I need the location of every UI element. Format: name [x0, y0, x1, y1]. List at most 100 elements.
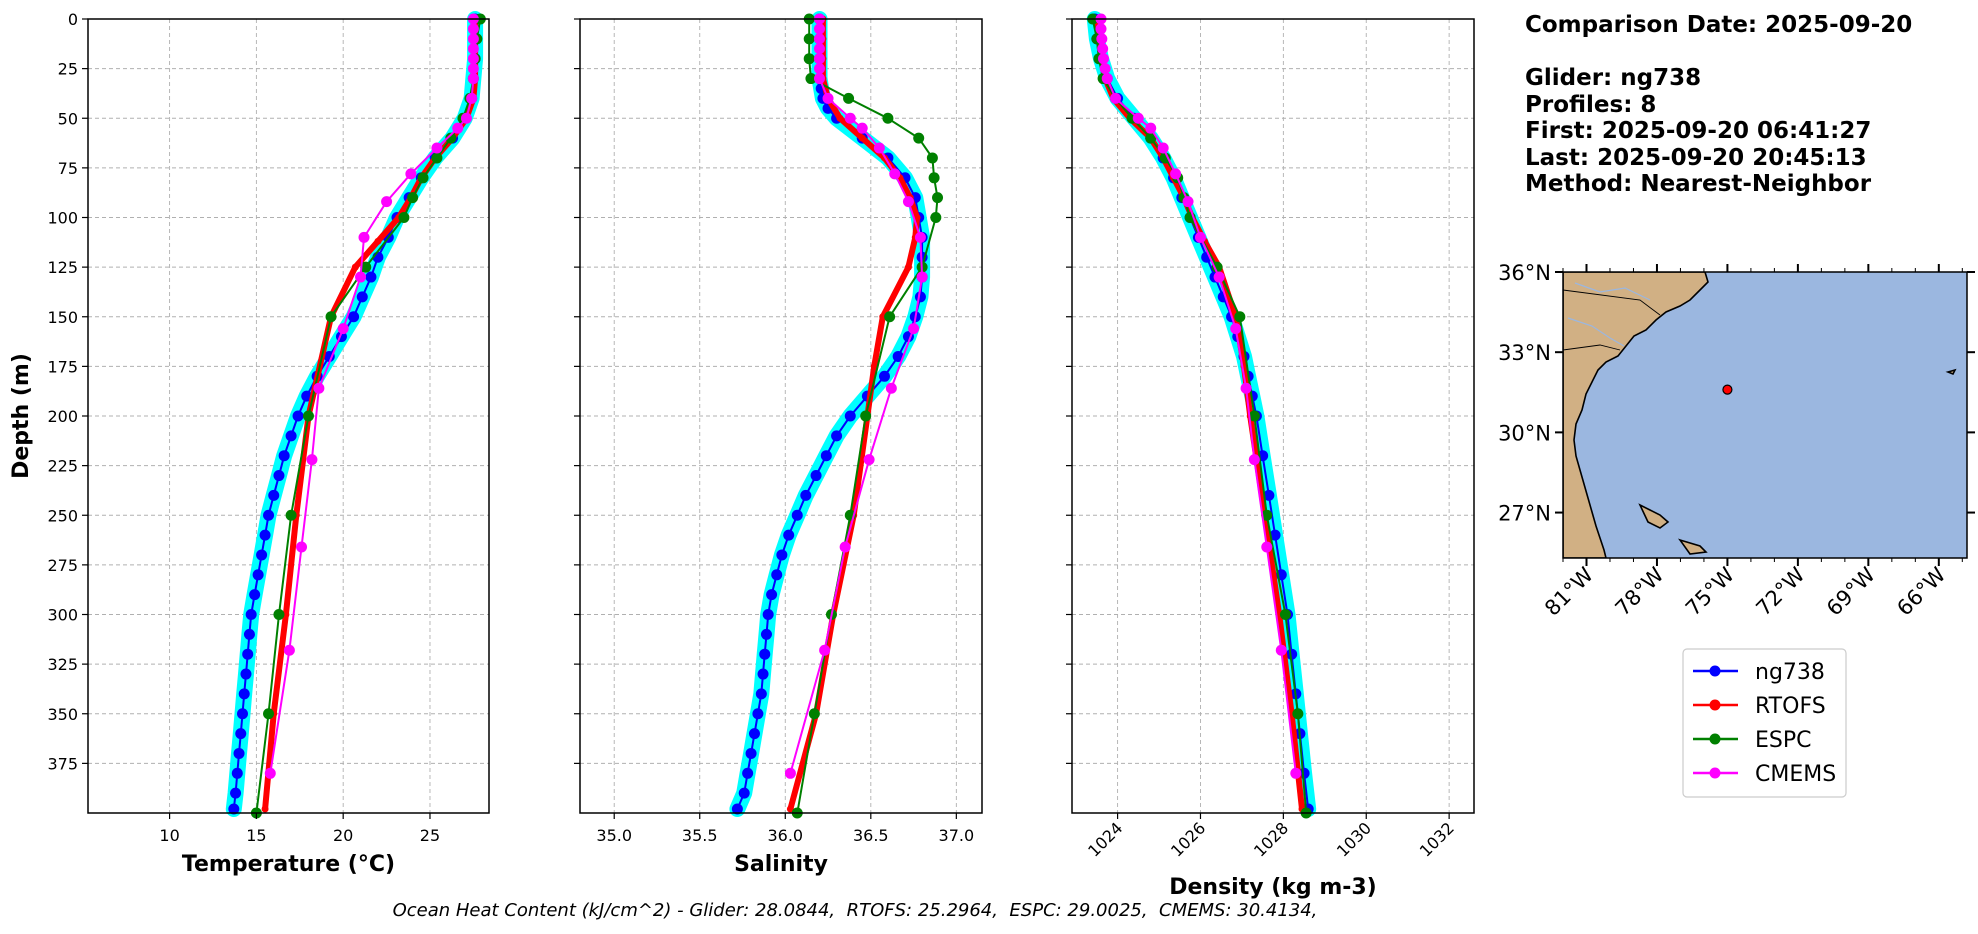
map-river-1: [1574, 282, 1651, 301]
temperature-espc-point: [325, 311, 337, 323]
density-espc-point: [1234, 311, 1246, 323]
salinity-cmems-point: [822, 92, 834, 104]
salinity-cmems-point: [856, 122, 868, 134]
density-espc-point: [1248, 410, 1260, 422]
map-island-1: [1638, 503, 1670, 529]
first-profile-time: First: 2025-09-20 06:41:27: [1525, 118, 1872, 144]
density-espc-point: [1145, 132, 1157, 144]
salinity-ng738-point: [759, 648, 771, 660]
temperature-axis-label: Temperature (°C): [182, 852, 395, 877]
map-river-2: [1567, 317, 1625, 347]
depth-tick-label: 275: [47, 556, 78, 575]
last-profile-time: Last: 2025-09-20 20:45:13: [1525, 144, 1867, 171]
salinity-rtofs-point: [858, 134, 866, 142]
density-cmems-point: [1194, 231, 1206, 243]
salinity-cmems-point: [902, 196, 914, 208]
density-xtick-label: 1030: [1333, 818, 1375, 860]
temperature-ng738-point: [243, 628, 255, 640]
salinity-ng738-point: [776, 549, 788, 561]
density-espc-point: [1279, 609, 1291, 620]
density-ng738-point: [1269, 529, 1281, 541]
density-espc-point: [1261, 509, 1273, 521]
depth-tick-label: 100: [47, 209, 78, 228]
density-espc-point: [1211, 261, 1223, 273]
depth-tick-label: 250: [47, 506, 78, 525]
salinity-cmems-point: [914, 231, 926, 243]
salinity-series: [729, 11, 944, 819]
temperature-ng738-point: [249, 589, 261, 601]
density-ng738-point: [1286, 648, 1298, 660]
salinity-espc-point: [884, 311, 896, 323]
salinity-ng738-point: [742, 767, 754, 779]
temperature-cmems-point: [405, 168, 417, 180]
density-cmems-point: [1110, 92, 1122, 104]
salinity-espc-point: [803, 33, 815, 45]
legend-label-rtofs: RTOFS: [1755, 694, 1826, 719]
salinity-xtick-label: 37.0: [939, 826, 975, 845]
salinity-xtick-label: 36.5: [853, 826, 889, 845]
temperature-espc-point: [398, 212, 410, 223]
salinity-ng738-point: [757, 668, 769, 680]
temperature-rtofs-point: [374, 237, 382, 245]
depth-tick-label: 175: [47, 357, 78, 376]
salinity-cmems-point: [873, 142, 885, 154]
map-land: [1563, 272, 1709, 558]
temperature-espc-point: [407, 192, 419, 204]
density-xtick-label: 1028: [1250, 818, 1292, 860]
temperature-ng738-point: [231, 767, 243, 779]
density-rtofs-line: [1093, 18, 1305, 810]
legend-marker-espc: [1709, 733, 1721, 745]
salinity-espc-point: [928, 172, 940, 184]
density-xtick-label: 1026: [1167, 818, 1209, 860]
salinity-espc-point: [803, 53, 815, 65]
salinity-ng738-point: [771, 569, 783, 581]
density-cmems-point: [1290, 767, 1302, 779]
salinity-cmems-point: [813, 43, 825, 55]
temperature-series: [225, 11, 486, 819]
density-cmems-point: [1099, 63, 1111, 75]
salinity-cmems-point: [889, 168, 901, 180]
depth-tick-label: 0: [68, 10, 78, 29]
density-ng738-point: [1263, 489, 1275, 501]
density-ng738-profile-spread: [1086, 11, 1317, 817]
temperature-ng738-point: [259, 529, 271, 541]
temperature-cmems-point: [283, 644, 295, 656]
temperature-axes-frame: [87, 18, 490, 814]
temperature-rtofs-point: [351, 263, 359, 271]
temperature-cmems-point: [306, 454, 318, 466]
depth-axis-label: Depth (m): [9, 353, 34, 479]
salinity-ng738-point: [791, 509, 803, 521]
density-cmems-point: [1230, 323, 1242, 335]
salinity-rtofs-point: [836, 114, 844, 122]
salinity-espc-point: [882, 112, 894, 124]
temperature-cmems-point: [264, 767, 276, 779]
map-lon-label: 66°W: [1892, 562, 1950, 620]
salinity-ng738-point: [748, 728, 760, 740]
temperature-espc-point: [360, 261, 372, 273]
salinity-espc-point: [930, 212, 942, 223]
salinity-cmems-point: [784, 767, 796, 779]
salinity-ng738-point: [810, 470, 822, 482]
temperature-ng738-point: [235, 728, 247, 740]
salinity-cmems-point: [885, 382, 897, 394]
map-lon-label: 78°W: [1611, 562, 1669, 620]
map-lon-label: 81°W: [1540, 562, 1598, 620]
temperature-cmems-point: [467, 23, 479, 35]
map-lon-label: 69°W: [1822, 562, 1880, 620]
density-xtick-label: 1024: [1084, 818, 1126, 860]
salinity-rtofs-point: [870, 362, 878, 370]
temperature-ng738-point: [292, 410, 304, 422]
temperature-ng738-point: [263, 509, 275, 521]
density-cmems-point: [1170, 168, 1182, 180]
glider-position-marker: [1722, 384, 1733, 395]
temperature-ticks: 10 15 20 2502550751001251501752002252502753…: [47, 10, 440, 845]
comparison-info: Comparison Date: 2025-09-20 Glider: ng73…: [1525, 12, 1912, 198]
map-island-3: [1945, 368, 1957, 376]
temperature-cmems-point: [467, 33, 479, 45]
density-cmems-point: [1145, 122, 1157, 134]
salinity-rtofs-point: [786, 805, 794, 813]
density-axes-frame: [1071, 18, 1475, 814]
temperature-espc-point: [285, 509, 297, 521]
comparison-date: Comparison Date: 2025-09-20: [1525, 12, 1913, 38]
map-lon-label: 75°W: [1681, 562, 1739, 620]
